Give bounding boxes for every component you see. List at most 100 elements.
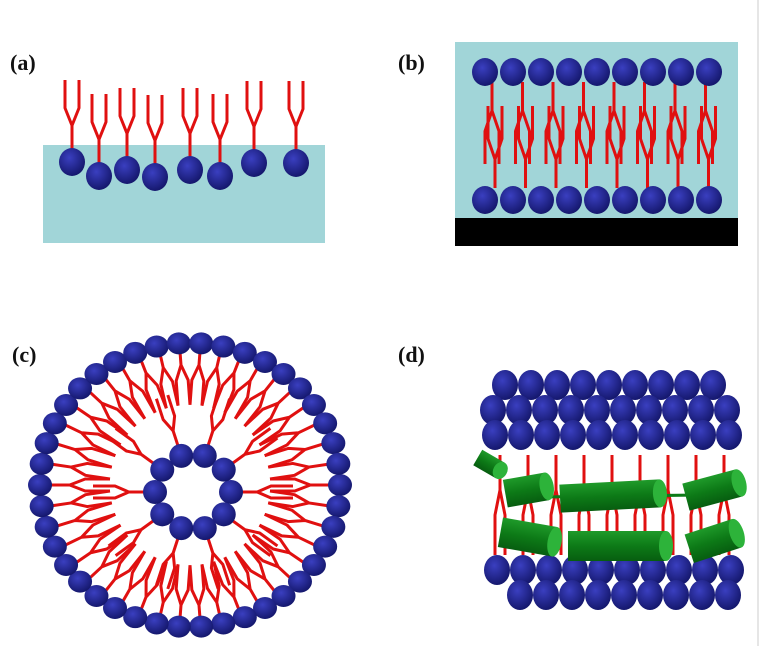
- peptide-cylinder: [685, 517, 748, 563]
- lipid-head: [177, 156, 203, 184]
- lipid-tail: [289, 81, 303, 151]
- lipid-head: [556, 58, 582, 86]
- lipid-head: [150, 502, 174, 526]
- lipid-tail: [109, 428, 157, 465]
- lipid-tail: [247, 81, 261, 151]
- lipid-head: [30, 453, 54, 475]
- lipid-head: [189, 332, 213, 354]
- lipid-head: [640, 58, 666, 86]
- lipid-head: [326, 495, 350, 517]
- lipid-head: [86, 162, 112, 190]
- panel-label: (d): [398, 342, 425, 367]
- lipid-head: [114, 156, 140, 184]
- page: (a) (b) (c) (d) (() => { const data = JS…: [0, 0, 765, 646]
- lipid-head: [637, 580, 663, 610]
- substrate: [455, 218, 738, 246]
- lipid-head: [716, 420, 742, 450]
- lipid-head: [559, 580, 585, 610]
- lipid-head: [484, 555, 510, 585]
- panel-label: (a): [10, 50, 36, 75]
- lipid-head: [123, 342, 147, 364]
- lipid-head: [528, 186, 554, 214]
- cylinder-part: [559, 479, 660, 512]
- lipid-head: [533, 580, 559, 610]
- lipid-head: [472, 58, 498, 86]
- lipid-tail: [207, 395, 230, 449]
- lipid-tail: [86, 535, 136, 582]
- lipid-head: [59, 148, 85, 176]
- peptide-cylinder: [503, 471, 556, 507]
- lipid-tail: [268, 463, 330, 479]
- cylinder-part: [568, 531, 666, 561]
- lipid-head: [219, 480, 243, 504]
- cylinder-part: [659, 531, 673, 561]
- lipid-head: [668, 186, 694, 214]
- lipid-tail: [109, 518, 157, 555]
- lipid-head: [690, 420, 716, 450]
- lipid-head: [142, 163, 168, 191]
- panel-label: (b): [398, 50, 425, 75]
- lipid-head: [507, 580, 533, 610]
- lipid-head: [528, 58, 554, 86]
- lipid-head: [313, 412, 337, 434]
- lipid-head: [500, 186, 526, 214]
- lipid-head: [145, 336, 169, 358]
- lipid-head: [167, 616, 191, 638]
- lipid-head: [43, 536, 67, 558]
- lipid-head: [612, 186, 638, 214]
- peptide-cylinder: [473, 450, 511, 482]
- lipid-head: [211, 336, 235, 358]
- lipid-head: [145, 612, 169, 634]
- lipid-head: [30, 495, 54, 517]
- lipid-head: [241, 149, 267, 177]
- lipid-head: [612, 420, 638, 450]
- lipid-head: [326, 453, 350, 475]
- lipid-head: [585, 580, 611, 610]
- lipid-head: [560, 420, 586, 450]
- lipid-head: [283, 149, 309, 177]
- lipid-head: [508, 420, 534, 450]
- lipid-tail: [156, 395, 179, 449]
- lipid-head: [167, 332, 191, 354]
- lipid-head: [482, 420, 508, 450]
- lipid-head: [584, 186, 610, 214]
- lipid-head: [696, 58, 722, 86]
- lipid-head: [143, 480, 167, 504]
- lipid-head: [211, 612, 235, 634]
- lipid-head: [328, 474, 352, 496]
- lipid-tail: [65, 80, 79, 150]
- lipid-head: [611, 580, 637, 610]
- lipid-head: [321, 432, 345, 454]
- lipid-head: [586, 420, 612, 450]
- figure: (a) (b) (c) (d): [0, 0, 765, 646]
- peptide-cylinder: [559, 479, 667, 513]
- lipid-head: [638, 420, 664, 450]
- lipid-head: [584, 58, 610, 86]
- lipid-head: [193, 516, 217, 540]
- lipid-head: [472, 186, 498, 214]
- lipid-head: [35, 432, 59, 454]
- lipid-head: [640, 186, 666, 214]
- lipid-head: [663, 580, 689, 610]
- lipid-head: [556, 186, 582, 214]
- lipids: [28, 58, 749, 638]
- lipid-head: [169, 444, 193, 468]
- lipid-head: [696, 186, 722, 214]
- lipid-head: [35, 516, 59, 538]
- lipid-head: [189, 616, 213, 638]
- peptide-cylinder: [568, 531, 673, 561]
- lipid-head: [612, 58, 638, 86]
- lipid-head: [715, 580, 741, 610]
- lipid-head: [207, 162, 233, 190]
- peptide-cylinder: [498, 517, 564, 557]
- lipid-head: [321, 516, 345, 538]
- lipid-head: [689, 580, 715, 610]
- lipid-head: [212, 458, 236, 482]
- lipid-head: [233, 606, 257, 628]
- lipid-tail: [86, 388, 136, 435]
- lipid-head: [668, 58, 694, 86]
- peptide-cylinder: [682, 468, 749, 511]
- panel-label: (c): [12, 342, 36, 367]
- lipid-head: [500, 58, 526, 86]
- lipid-head: [534, 420, 560, 450]
